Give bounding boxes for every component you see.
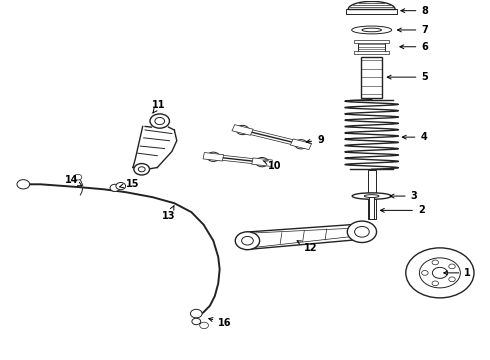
Bar [358,41,385,52]
Circle shape [235,232,260,249]
Text: 1: 1 [444,268,471,278]
Bar [354,40,390,43]
Circle shape [294,140,307,149]
Text: 6: 6 [400,42,428,52]
Polygon shape [232,125,253,135]
Circle shape [236,125,249,135]
Text: 16: 16 [209,318,232,328]
Circle shape [150,114,170,128]
Ellipse shape [352,26,392,34]
Circle shape [74,174,82,180]
Circle shape [449,264,455,269]
Circle shape [432,267,447,278]
Circle shape [355,226,369,237]
Circle shape [191,309,202,318]
Polygon shape [252,158,272,166]
Text: 13: 13 [162,206,176,221]
Circle shape [200,322,208,329]
Circle shape [449,277,455,282]
Ellipse shape [365,195,379,198]
Circle shape [347,221,376,243]
Circle shape [432,281,439,286]
Text: 9: 9 [306,135,324,145]
Text: 5: 5 [387,72,428,82]
Bar [369,196,374,219]
Text: 4: 4 [402,132,427,142]
Polygon shape [203,153,223,161]
Circle shape [192,318,201,325]
Text: 10: 10 [263,161,282,171]
Ellipse shape [352,193,391,199]
Circle shape [432,260,439,265]
Circle shape [421,270,428,275]
Text: 14: 14 [65,175,82,186]
Text: 7: 7 [397,25,428,35]
Text: 8: 8 [401,6,428,16]
Text: 11: 11 [152,100,166,113]
Text: 12: 12 [297,241,317,253]
Circle shape [134,163,149,175]
Text: 2: 2 [380,205,425,215]
Text: 15: 15 [120,179,139,189]
Text: 3: 3 [390,191,417,201]
Bar [368,170,375,219]
Circle shape [116,183,125,190]
Circle shape [256,157,269,167]
Circle shape [155,117,165,125]
Circle shape [406,248,474,298]
Bar [354,51,390,54]
Ellipse shape [362,28,381,32]
Circle shape [419,258,460,288]
Circle shape [242,237,253,245]
Bar [361,57,382,98]
Circle shape [17,180,30,189]
Circle shape [110,184,120,192]
Polygon shape [291,139,312,150]
Bar [346,9,397,14]
Circle shape [207,152,220,161]
Circle shape [138,167,145,172]
